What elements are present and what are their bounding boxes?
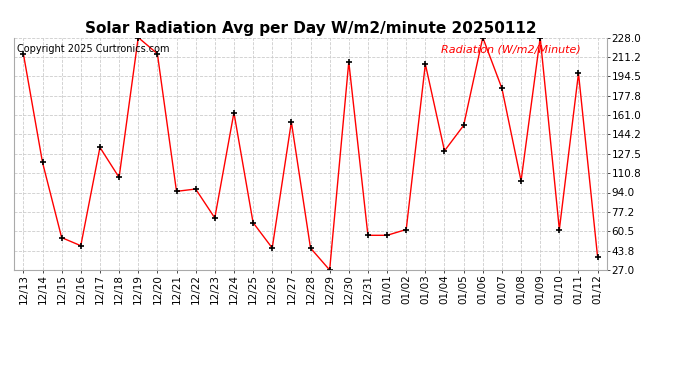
Title: Solar Radiation Avg per Day W/m2/minute 20250112: Solar Radiation Avg per Day W/m2/minute … [85,21,536,36]
Text: Copyright 2025 Curtronics.com: Copyright 2025 Curtronics.com [17,45,169,54]
Text: Radiation (W/m2/Minute): Radiation (W/m2/Minute) [441,45,581,54]
